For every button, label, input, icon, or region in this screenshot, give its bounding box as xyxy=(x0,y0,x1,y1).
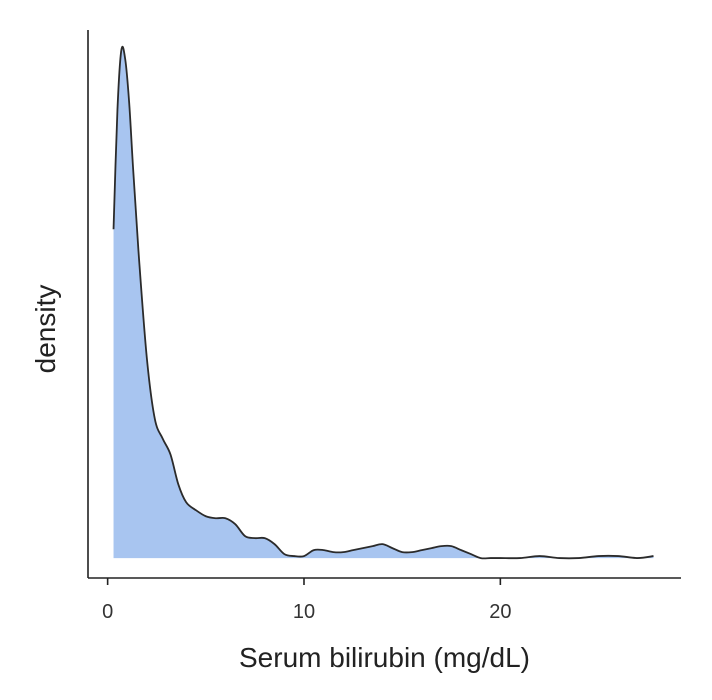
plot-area xyxy=(112,45,654,560)
x-tick-label: 10 xyxy=(293,601,315,623)
x-axis-title: Serum bilirubin (mg/dL) xyxy=(239,642,530,673)
y-axis-title: density xyxy=(30,285,61,374)
x-tick-label: 0 xyxy=(102,601,113,623)
x-axis-ticks: 0 10 20 xyxy=(102,578,511,623)
density-line xyxy=(112,45,654,560)
axes xyxy=(87,30,681,579)
density-area xyxy=(113,46,654,559)
x-tick-label: 20 xyxy=(489,601,511,623)
